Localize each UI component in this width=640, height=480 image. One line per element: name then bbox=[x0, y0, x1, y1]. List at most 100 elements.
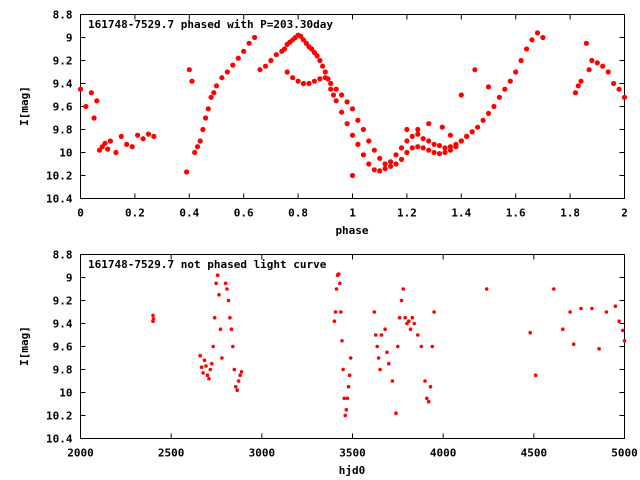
phased-data-point bbox=[583, 40, 590, 46]
phased-data-point bbox=[420, 145, 426, 151]
phased-data-point bbox=[349, 172, 356, 179]
unphased-data-point bbox=[226, 298, 231, 303]
unphased-y-tick-label: 9.6 bbox=[53, 341, 73, 354]
phased-data-point bbox=[124, 141, 130, 147]
unphased-data-point bbox=[344, 408, 349, 412]
phased-data-point bbox=[371, 167, 377, 173]
phased-data-point bbox=[377, 155, 383, 161]
phased-data-point bbox=[436, 143, 443, 149]
unphased-data-point bbox=[410, 315, 415, 320]
phased-data-point bbox=[458, 138, 464, 144]
phased-y-tick-label: 9.4 bbox=[53, 78, 73, 91]
phased-data-point bbox=[360, 152, 366, 158]
unphased-data-point bbox=[342, 396, 347, 401]
unphased-x-tick-label: 2500 bbox=[158, 447, 185, 460]
unphased-y-tick-label: 10.2 bbox=[46, 410, 73, 423]
phased-y-tick-label: 9.6 bbox=[53, 101, 73, 114]
unphased-data-point bbox=[399, 298, 404, 303]
phased-data-point bbox=[377, 168, 383, 174]
unphased-chart-title: 161748-7529.7 not phased light curve bbox=[88, 258, 327, 271]
phased-data-point bbox=[96, 147, 103, 153]
unphased-data-point bbox=[604, 310, 609, 314]
phased-x-tick-label: 0 bbox=[77, 207, 84, 220]
phased-data-point bbox=[194, 144, 201, 150]
phased-data-point bbox=[524, 46, 530, 52]
unphased-x-tick-label: 3500 bbox=[339, 447, 366, 460]
phased-data-point bbox=[388, 163, 394, 169]
phased-data-point bbox=[309, 46, 315, 52]
phased-data-point bbox=[605, 69, 611, 75]
phased-data-point bbox=[77, 86, 84, 92]
unphased-data-point bbox=[373, 333, 378, 337]
phased-data-point bbox=[344, 121, 350, 127]
unphased-data-point bbox=[202, 358, 207, 363]
unphased-data-point bbox=[333, 310, 338, 314]
phased-data-point bbox=[420, 136, 426, 142]
unphased-panel: 2000 2500 3000 3500 4000 4500 5000 8.8 9 9.2 9.4 9… bbox=[18, 249, 638, 478]
phased-y-tick-label: 10.4 bbox=[46, 193, 73, 206]
phased-data-point bbox=[415, 131, 421, 137]
unphased-data-point bbox=[376, 356, 381, 360]
unphased-x-tick-label: 3000 bbox=[249, 447, 276, 460]
phased-data-point bbox=[616, 86, 622, 92]
phased-data-point bbox=[393, 152, 399, 158]
phased-data-point bbox=[349, 132, 356, 138]
unphased-data-point bbox=[412, 321, 417, 326]
unphased-y-tick-label: 9 bbox=[66, 272, 73, 285]
unphased-data-point bbox=[220, 356, 224, 360]
phased-data-point bbox=[192, 149, 198, 156]
unphased-data-point bbox=[236, 379, 241, 383]
phased-data-point bbox=[328, 86, 334, 92]
unphased-data-point bbox=[151, 313, 155, 318]
phased-x-tick-label: 1 bbox=[349, 207, 356, 220]
phased-x-tick-label: 1.2 bbox=[397, 207, 417, 220]
phased-data-point bbox=[447, 147, 453, 153]
unphased-data-point bbox=[613, 304, 618, 309]
unphased-x-tick-label: 4000 bbox=[430, 447, 457, 460]
unphased-data-point bbox=[390, 379, 395, 383]
phased-data-point bbox=[246, 40, 252, 46]
phased-data-point bbox=[118, 133, 124, 139]
phased-data-point bbox=[339, 92, 345, 98]
unphased-data-point bbox=[348, 356, 353, 360]
phased-data-point bbox=[475, 124, 481, 130]
unphased-data-point bbox=[223, 281, 228, 286]
phased-data-point bbox=[355, 141, 361, 147]
phased-data-point bbox=[431, 141, 437, 147]
phased-data-point bbox=[349, 106, 356, 112]
unphased-data-point bbox=[428, 384, 433, 389]
unphased-data-point bbox=[218, 327, 223, 332]
phased-data-point bbox=[426, 147, 432, 153]
phased-data-points bbox=[77, 30, 628, 179]
unphased-data-point bbox=[597, 347, 601, 351]
phased-data-point bbox=[224, 69, 230, 75]
phased-data-point bbox=[447, 132, 453, 138]
phased-data-point bbox=[534, 30, 541, 36]
unphased-data-point bbox=[199, 365, 204, 370]
phased-data-point bbox=[203, 115, 209, 121]
phased-data-point bbox=[322, 69, 328, 75]
phased-data-point bbox=[578, 78, 584, 84]
phased-data-point bbox=[145, 131, 152, 137]
phased-data-point bbox=[83, 103, 89, 110]
unphased-data-point bbox=[528, 330, 532, 335]
phased-x-ticks: 0 0.2 0.4 0.6 0.8 1 1.2 1.4 1.6 1.8 2 bbox=[77, 14, 628, 220]
phased-data-point bbox=[273, 52, 279, 58]
phased-data-point bbox=[404, 149, 410, 156]
phased-x-tick-label: 2 bbox=[621, 207, 628, 220]
phased-data-point bbox=[102, 140, 108, 146]
phased-data-point bbox=[485, 84, 492, 90]
unphased-data-point bbox=[387, 361, 391, 366]
unphased-data-point bbox=[579, 306, 583, 311]
unphased-data-point bbox=[214, 281, 218, 286]
phased-data-point bbox=[290, 75, 296, 81]
phased-x-tick-label: 1.8 bbox=[560, 207, 580, 220]
unphased-data-point bbox=[403, 315, 407, 320]
unphased-plot-frame bbox=[80, 254, 625, 439]
unphased-data-point bbox=[385, 350, 389, 355]
phased-panel: 0 0.2 0.4 0.6 0.8 1 1.2 1.4 1.6 1.8 2 8.8 9 9.2 9.4 9.… bbox=[18, 9, 628, 238]
unphased-data-point bbox=[346, 384, 351, 389]
phased-data-point bbox=[235, 55, 241, 61]
phased-data-point bbox=[360, 126, 366, 133]
